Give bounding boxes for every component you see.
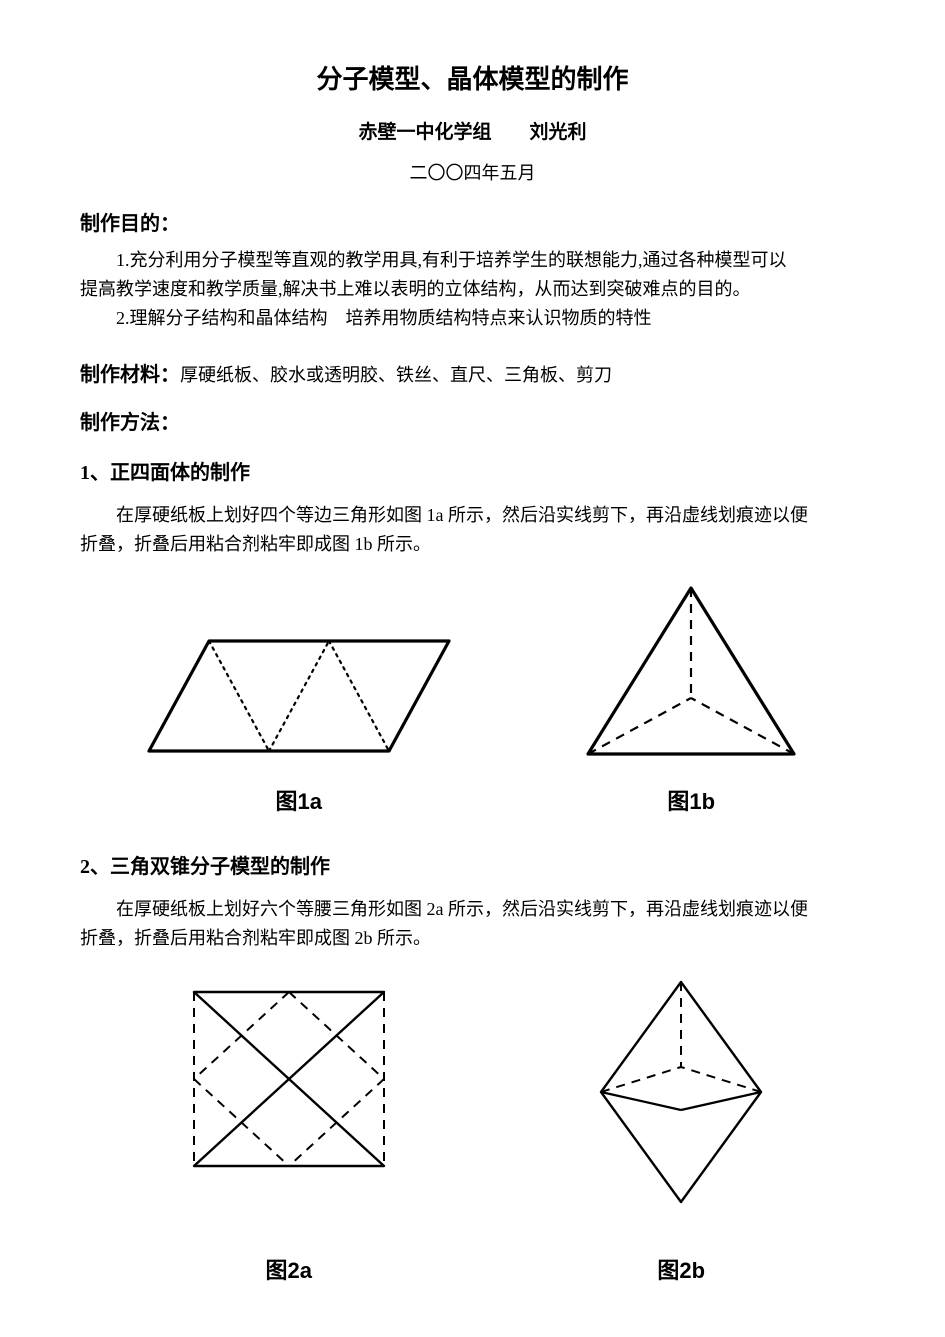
purpose-text-1a: 1.充分利用分子模型等直观的教学用具,有利于培养学生的联想能力,通过各种模型可以 [80, 247, 865, 274]
purpose-text-2: 2.理解分子结构和晶体结构 培养用物质结构特点来认识物质的特性 [80, 305, 865, 332]
figure-2a-label: 图2a [266, 1254, 312, 1287]
figure-1b-cell: 图1b [576, 576, 806, 818]
section2-heading: 2、三角双锥分子模型的制作 [80, 852, 865, 882]
figure-1a-diagram [139, 621, 459, 771]
figure-2a-diagram [174, 974, 404, 1184]
figure-2a-cell: 图2a [174, 974, 404, 1287]
section2-text-a: 在厚硬纸板上划好六个等腰三角形如图 2a 所示，然后沿实线剪下，再沿虚线划痕迹以… [80, 896, 865, 923]
figure-1b-diagram [576, 576, 806, 771]
figure-2b-cell: 图2b [591, 972, 771, 1287]
section1-text-b: 折叠，折叠后用粘合剂粘牢即成图 1b 所示。 [80, 531, 865, 558]
materials-value: 厚硬纸板、胶水或透明胶、铁丝、直尺、三角板、剪刀 [180, 365, 612, 385]
figure-2b-diagram [591, 972, 771, 1212]
figure-row-2: 图2a 图2b [80, 972, 865, 1287]
purpose-heading: 制作目的： [80, 209, 865, 239]
materials-label: 制作材料： [80, 364, 180, 386]
page-date: 二〇〇四年五月 [80, 160, 865, 187]
method-heading: 制作方法： [80, 408, 865, 438]
figure-1a-label: 图1a [276, 785, 322, 818]
figure-1b-label: 图1b [667, 785, 715, 818]
purpose-text-1b: 提高教学速度和教学质量,解决书上难以表明的立体结构，从而达到突破难点的目的。 [80, 276, 865, 303]
figure-1a-cell: 图1a [139, 621, 459, 818]
materials-line: 制作材料：厚硬纸板、胶水或透明胶、铁丝、直尺、三角板、剪刀 [80, 360, 865, 390]
page-title: 分子模型、晶体模型的制作 [80, 60, 865, 99]
figure-2b-label: 图2b [657, 1254, 705, 1287]
page-subtitle: 赤壁一中化学组 刘光利 [80, 119, 865, 148]
section1-heading: 1、正四面体的制作 [80, 458, 865, 488]
figure-row-1: 图1a 图1b [80, 576, 865, 818]
section2-text-b: 折叠，折叠后用粘合剂粘牢即成图 2b 所示。 [80, 925, 865, 952]
section1-text-a: 在厚硬纸板上划好四个等边三角形如图 1a 所示，然后沿实线剪下，再沿虚线划痕迹以… [80, 502, 865, 529]
